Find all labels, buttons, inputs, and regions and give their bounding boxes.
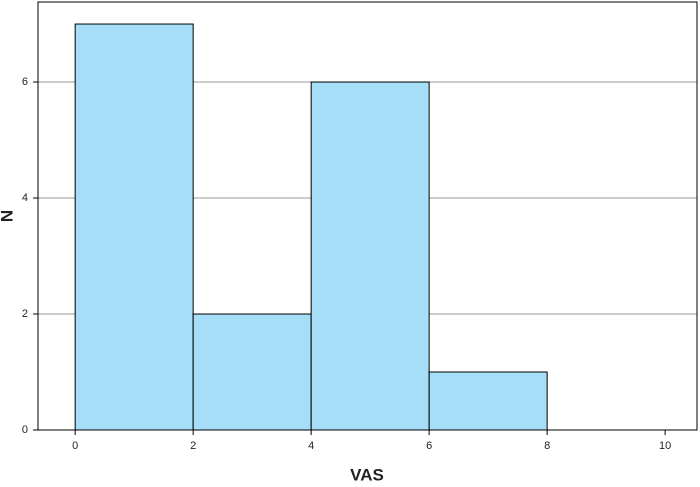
x-tick-label: 2 <box>190 440 196 452</box>
y-tick-label: 6 <box>22 76 28 88</box>
x-tick-label: 6 <box>426 440 432 452</box>
bar <box>310 81 430 431</box>
y-axis-title: N <box>0 210 16 222</box>
x-tick-label: 0 <box>72 440 78 452</box>
bar <box>74 23 194 431</box>
bar <box>192 313 312 431</box>
y-tick-label: 0 <box>22 424 28 436</box>
x-axis-title: VAS <box>350 465 384 484</box>
x-tick-label: 10 <box>659 440 671 452</box>
y-tick-label: 4 <box>22 192 28 204</box>
bar <box>428 371 548 431</box>
plot-frame <box>37 1 698 431</box>
x-tick-label: 8 <box>544 440 550 452</box>
x-tick-label: 4 <box>308 440 314 452</box>
y-tick-label: 2 <box>22 308 28 320</box>
